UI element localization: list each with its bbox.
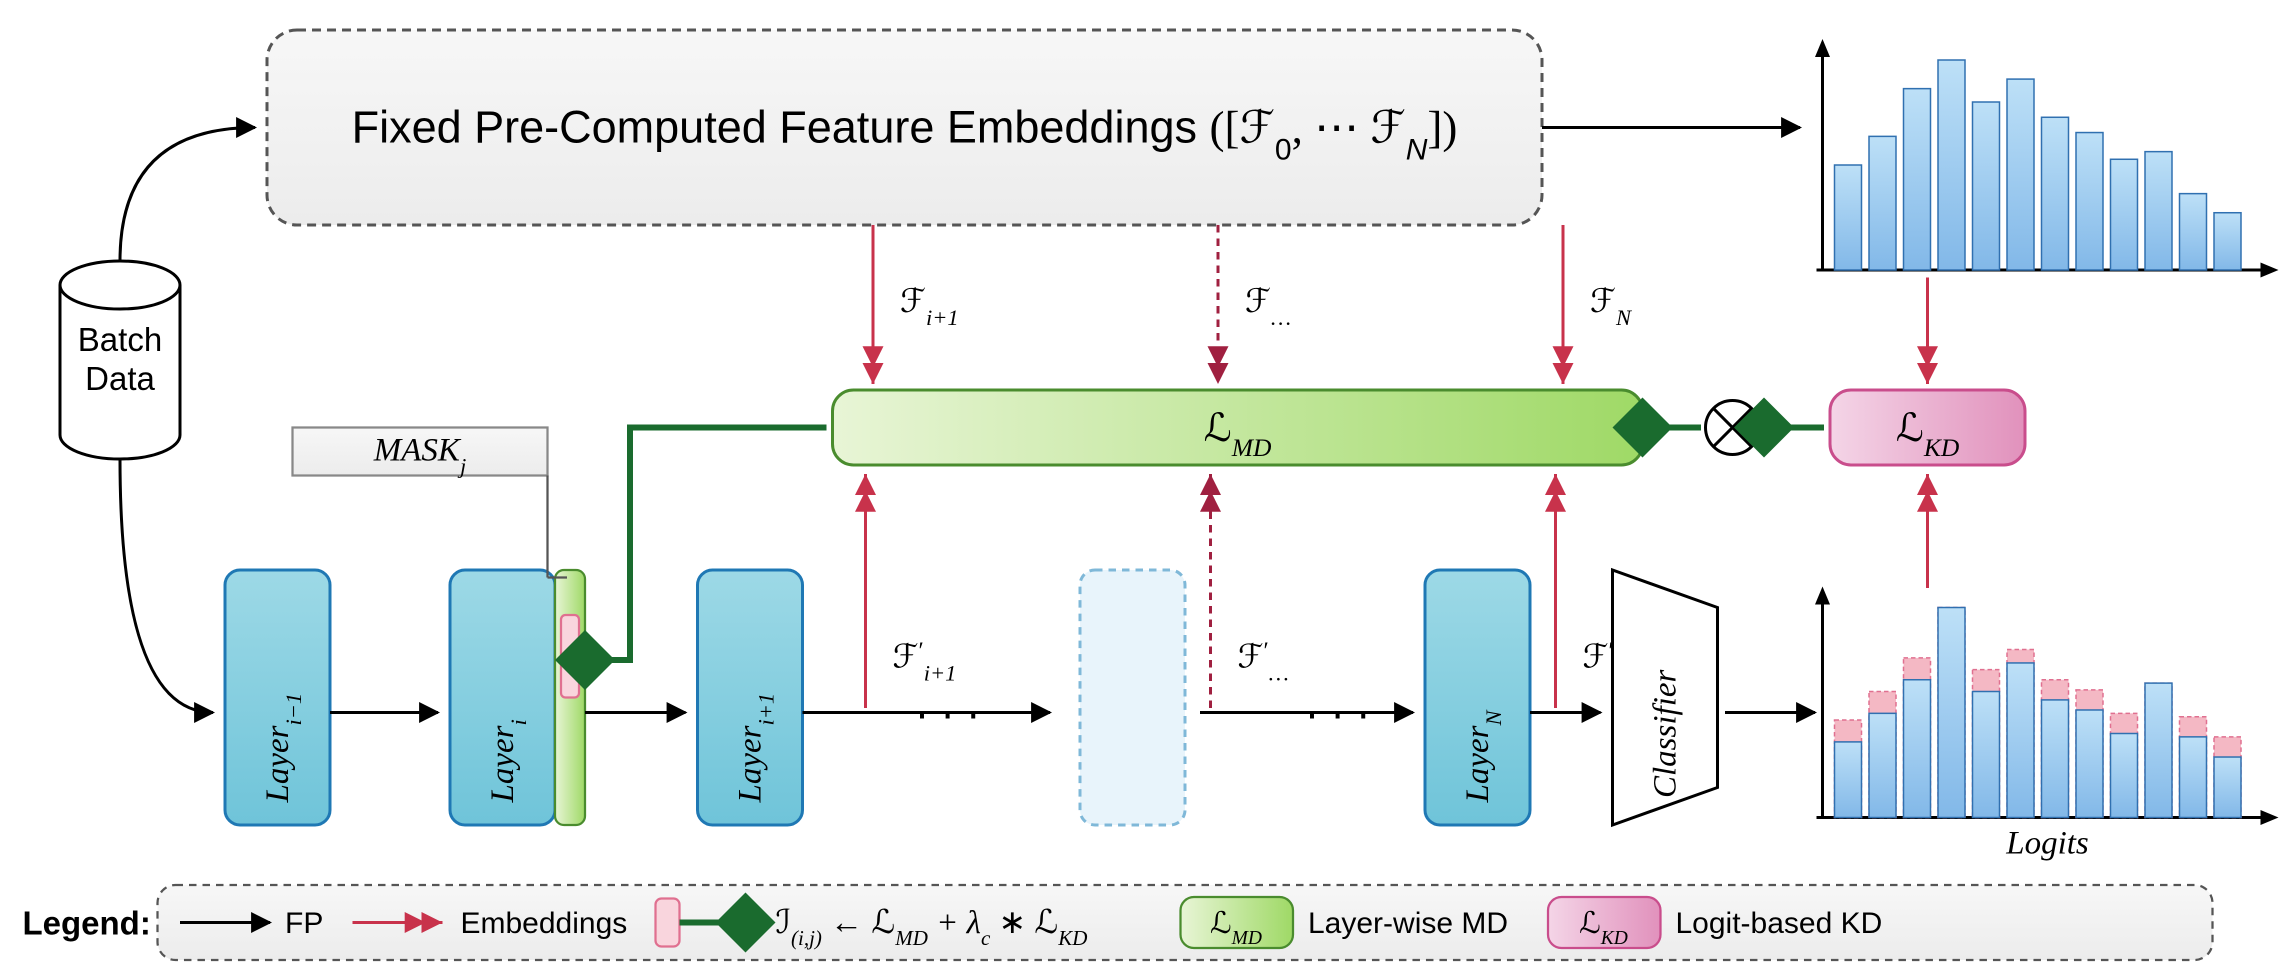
bottom-chart-bar-4: [1973, 692, 2000, 818]
diagram-canvas: BatchDataFixed Pre-Computed Feature Embe…: [0, 0, 2295, 978]
svg-text:Data: Data: [85, 360, 155, 397]
legend-title: Legend:: [23, 905, 151, 942]
f-bot-1: ℱ′…: [1238, 639, 1289, 686]
bottom-chart-bar-0: [1835, 742, 1862, 818]
bottom-chart-bar-8: [2111, 734, 2138, 818]
batch-data-label: Batch: [78, 321, 162, 358]
legend-kd-label: Logit-based KD: [1676, 907, 1883, 940]
top-chart-bar-3: [1938, 60, 1965, 270]
mask-inner: [561, 615, 579, 698]
bottom-chart-bar-5: [2007, 663, 2034, 818]
dots-2: · · ·: [1305, 690, 1370, 737]
top-chart-bar-5: [2007, 79, 2034, 270]
top-chart-bar-2: [1904, 89, 1931, 270]
dots-1: · · ·: [915, 690, 980, 737]
bottom-chart-bar-7: [2076, 710, 2103, 818]
legend-fp-label: FP: [285, 907, 323, 940]
bottom-chart-bar-2: [1904, 680, 1931, 818]
bottom-chart-bar-6: [2042, 700, 2069, 818]
top-chart-bar-7: [2076, 133, 2103, 270]
f-top-2: ℱN: [1590, 284, 1633, 330]
bottom-chart-bar-11: [2214, 757, 2241, 817]
ghost-layer: [1080, 570, 1185, 825]
top-chart-bar-0: [1835, 165, 1862, 270]
arrow-batch-to-fixed: [120, 128, 255, 262]
f-top-1: ℱ…: [1245, 284, 1291, 330]
top-chart-bar-11: [2214, 213, 2241, 270]
f-top-0: ℱi+1: [900, 284, 959, 330]
top-chart-bar-4: [1973, 102, 2000, 270]
batch-data-cylinder: [60, 261, 180, 309]
bottom-chart-xlabel: Logits: [2005, 826, 2089, 862]
top-chart-bar-1: [1869, 136, 1896, 270]
top-chart-bar-6: [2042, 117, 2069, 270]
bottom-chart-bar-3: [1938, 608, 1965, 818]
top-chart-bar-9: [2145, 152, 2172, 270]
top-chart-bar-8: [2111, 159, 2138, 270]
legend-mask-icon: [656, 899, 680, 947]
f-bot-0: ℱ′i+1: [893, 639, 957, 686]
bottom-chart-bar-10: [2180, 737, 2207, 818]
bottom-chart-bar-9: [2145, 683, 2172, 817]
bottom-chart-bar-1: [1869, 713, 1896, 817]
legend-emb-label: Embeddings: [461, 907, 628, 940]
legend-md-label: Layer-wise MD: [1308, 907, 1508, 940]
classifier-label: Classifier: [1648, 669, 1684, 798]
arrow-batch-to-layer: [120, 459, 213, 713]
top-chart-bar-10: [2180, 194, 2207, 270]
